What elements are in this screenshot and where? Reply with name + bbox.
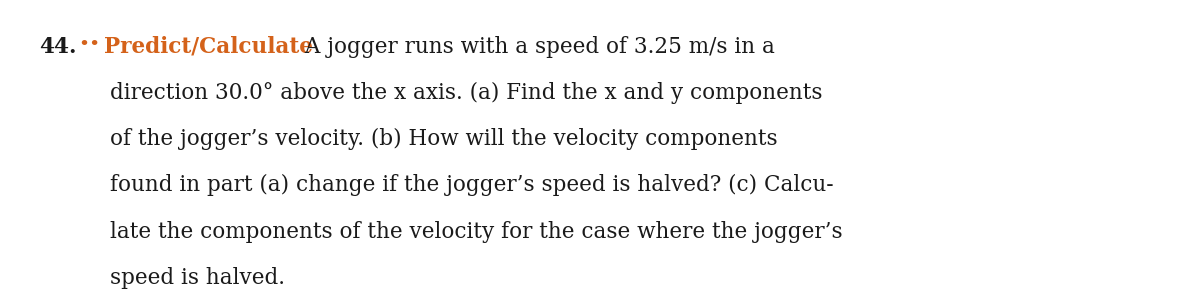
Text: found in part (a) change if the jogger’s speed is halved? (c) Calcu-: found in part (a) change if the jogger’s… — [110, 174, 834, 196]
Text: A jogger runs with a speed of 3.25 m/s in a: A jogger runs with a speed of 3.25 m/s i… — [298, 36, 774, 58]
Text: Predict/Calculate: Predict/Calculate — [104, 36, 313, 58]
Text: of the jogger’s velocity. (b) How will the velocity components: of the jogger’s velocity. (b) How will t… — [110, 128, 778, 150]
Text: ••: •• — [78, 36, 101, 54]
Text: direction 30.0° above the x axis. (a) Find the x and y components: direction 30.0° above the x axis. (a) Fi… — [110, 82, 823, 104]
Text: 44.: 44. — [40, 36, 77, 58]
Text: speed is halved.: speed is halved. — [110, 267, 286, 289]
Text: late the components of the velocity for the case where the jogger’s: late the components of the velocity for … — [110, 221, 844, 243]
